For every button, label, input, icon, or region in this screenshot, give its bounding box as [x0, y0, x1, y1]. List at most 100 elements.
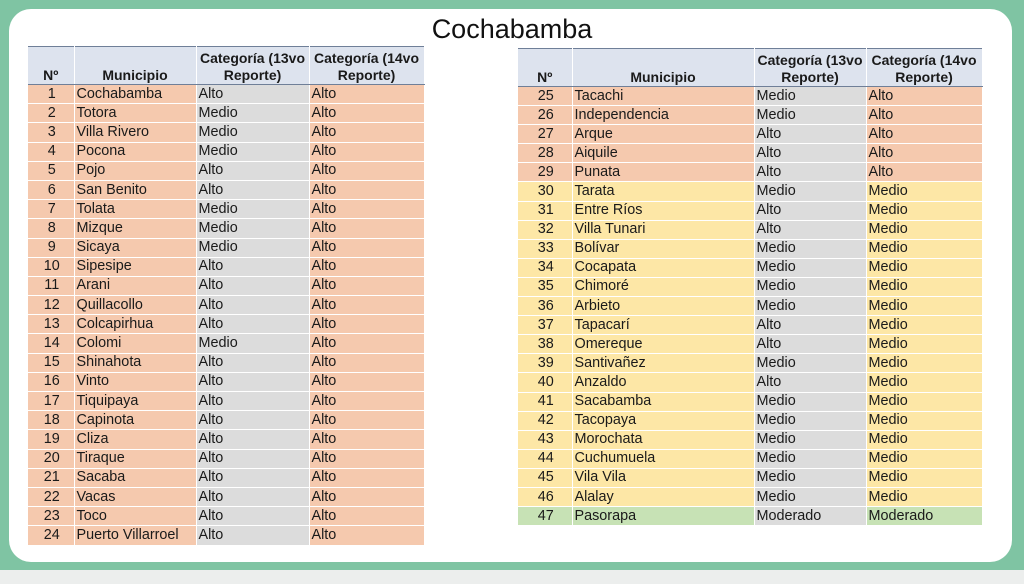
category-14vo: Alto: [309, 506, 425, 527]
municipio-name: Puerto Villarroel: [74, 525, 197, 546]
row-number: 31: [518, 201, 573, 221]
category-14vo: Alto: [309, 161, 425, 181]
row-number: 16: [28, 372, 75, 393]
municipality-table-right: Nº Municipio Categoría (13vo Reporte) Ca…: [518, 48, 983, 527]
category-13vo: Alto: [196, 161, 310, 181]
category-14vo: Alto: [866, 105, 983, 126]
category-14vo: Alto: [309, 391, 425, 412]
table-row: 26 Independencia Medio Alto: [518, 105, 983, 126]
row-number: 47: [518, 506, 573, 527]
category-13vo: Alto: [754, 334, 867, 355]
table-row: 47 Pasorapa Moderado Moderado: [518, 506, 983, 527]
row-number: 8: [28, 218, 75, 239]
category-14vo: Medio: [866, 181, 983, 202]
category-14vo: Medio: [866, 315, 983, 336]
municipio-name: Tacopaya: [572, 411, 755, 431]
category-13vo: Alto: [196, 468, 310, 488]
category-13vo: Medio: [754, 430, 867, 450]
category-14vo: Alto: [309, 314, 425, 335]
table-row: 13 Colcapirhua Alto Alto: [28, 314, 425, 335]
category-13vo: Alto: [196, 276, 310, 297]
category-13vo: Alto: [196, 84, 310, 105]
row-number: 7: [28, 199, 75, 220]
municipio-name: Toco: [74, 506, 197, 527]
category-14vo: Medio: [866, 334, 983, 355]
table-row: 6 San Benito Alto Alto: [28, 180, 425, 201]
table-row: 27 Arque Alto Alto: [518, 124, 983, 145]
table-row: 35 Chimoré Medio Medio: [518, 277, 983, 298]
municipio-name: Aiquile: [572, 143, 755, 164]
table-row: 5 Pojo Alto Alto: [28, 161, 425, 181]
row-number: 23: [28, 506, 75, 527]
category-14vo: Medio: [866, 220, 983, 240]
category-14vo: Alto: [866, 143, 983, 164]
row-number: 37: [518, 315, 573, 336]
row-number: 32: [518, 220, 573, 240]
category-14vo: Medio: [866, 201, 983, 221]
category-13vo: Alto: [196, 487, 310, 508]
municipio-name: Vinto: [74, 372, 197, 393]
municipio-name: Sacaba: [74, 468, 197, 488]
row-number: 33: [518, 239, 573, 259]
bottom-strip: [0, 570, 1024, 584]
category-13vo: Alto: [754, 143, 867, 164]
municipio-name: Chimoré: [572, 277, 755, 298]
table-body-left: 1 Cochabamba Alto Alto 2 Totora Medio Alto 3 Vill…: [28, 84, 425, 546]
row-number: 38: [518, 334, 573, 355]
header-cat14: Categoría (14vo Reporte): [866, 48, 983, 87]
municipio-name: Tarata: [572, 181, 755, 202]
municipio-name: Tolata: [74, 199, 197, 220]
category-14vo: Alto: [309, 180, 425, 201]
municipio-name: Sacabamba: [572, 392, 755, 412]
category-13vo: Medio: [754, 277, 867, 298]
category-13vo: Medio: [754, 487, 867, 508]
municipio-name: Mizque: [74, 218, 197, 239]
municipio-name: Totora: [74, 103, 197, 124]
row-number: 11: [28, 276, 75, 297]
row-number: 6: [28, 180, 75, 201]
row-number: 28: [518, 143, 573, 164]
category-13vo: Medio: [754, 105, 867, 126]
header-municipio: Municipio: [74, 46, 197, 85]
category-14vo: Alto: [309, 257, 425, 277]
category-14vo: Alto: [309, 199, 425, 220]
municipio-name: Entre Ríos: [572, 201, 755, 221]
category-14vo: Medio: [866, 487, 983, 508]
row-number: 5: [28, 161, 75, 181]
municipio-name: Morochata: [572, 430, 755, 450]
category-14vo: Medio: [866, 296, 983, 317]
category-14vo: Alto: [309, 122, 425, 143]
row-number: 2: [28, 103, 75, 124]
table-row: 37 Tapacarí Alto Medio: [518, 315, 983, 336]
category-14vo: Medio: [866, 411, 983, 431]
category-14vo: Medio: [866, 430, 983, 450]
table-row: 34 Cocapata Medio Medio: [518, 258, 983, 278]
category-13vo: Medio: [196, 218, 310, 239]
municipio-name: Tapacarí: [572, 315, 755, 336]
category-13vo: Alto: [754, 201, 867, 221]
municipio-name: Cliza: [74, 429, 197, 450]
table-row: 11 Arani Alto Alto: [28, 276, 425, 297]
row-number: 13: [28, 314, 75, 335]
table-row: 42 Tacopaya Medio Medio: [518, 411, 983, 431]
municipio-name: Cochabamba: [74, 84, 197, 105]
municipio-name: Tiquipaya: [74, 391, 197, 412]
category-13vo: Medio: [196, 333, 310, 354]
table-row: 40 Anzaldo Alto Medio: [518, 372, 983, 393]
row-number: 10: [28, 257, 75, 277]
category-13vo: Alto: [196, 295, 310, 316]
row-number: 20: [28, 449, 75, 469]
table-row: 12 Quillacollo Alto Alto: [28, 295, 425, 316]
municipio-name: Capinota: [74, 410, 197, 431]
table-row: 25 Tacachi Medio Alto: [518, 86, 983, 107]
category-13vo: Medio: [754, 449, 867, 469]
row-number: 39: [518, 353, 573, 374]
row-number: 43: [518, 430, 573, 450]
row-number: 15: [28, 353, 75, 373]
row-number: 19: [28, 429, 75, 450]
category-13vo: Alto: [196, 410, 310, 431]
category-13vo: Medio: [754, 181, 867, 202]
municipio-name: Colomi: [74, 333, 197, 354]
municipio-name: Arque: [572, 124, 755, 145]
row-number: 21: [28, 468, 75, 488]
